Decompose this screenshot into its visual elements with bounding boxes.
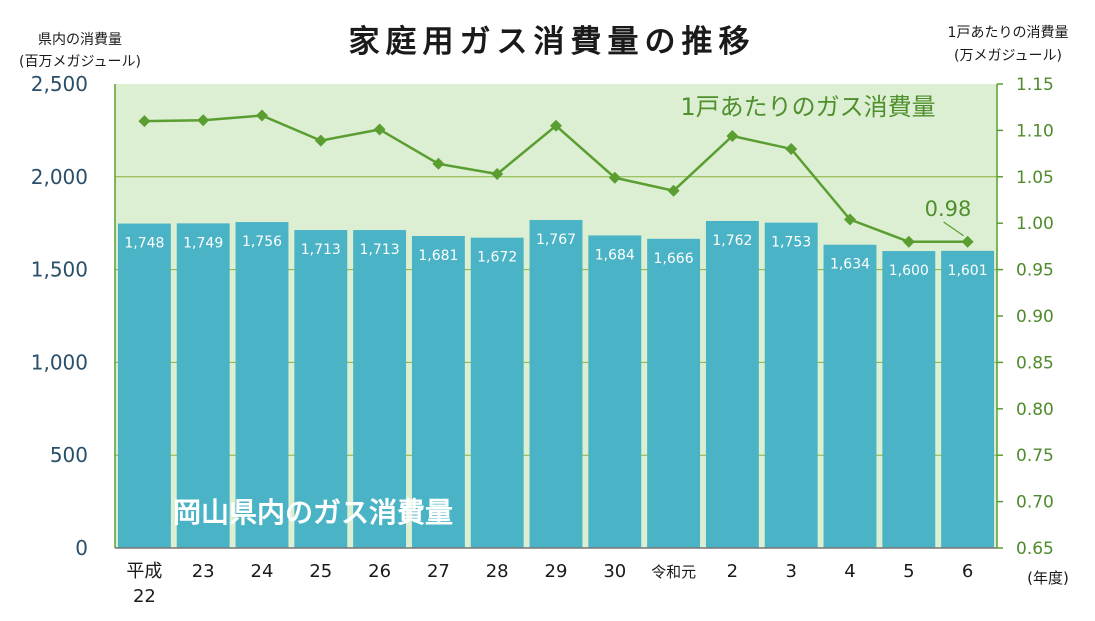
x-tick-label: 6	[962, 561, 973, 582]
bar	[882, 251, 936, 549]
line-point	[667, 184, 680, 197]
x-tick-label: 23	[192, 561, 215, 582]
x-tick-label: 27	[427, 561, 450, 582]
line-point	[314, 134, 327, 147]
bar	[353, 230, 407, 548]
x-tick-label: 25	[309, 561, 332, 582]
line-point	[961, 235, 974, 248]
line-series-name: 1戸あたりのガス消費量	[680, 93, 935, 121]
callout-label: 0.98	[925, 197, 972, 221]
bar	[294, 230, 348, 548]
right-axis-tick-label: 1.00	[1016, 214, 1054, 234]
bar	[588, 235, 642, 549]
right-axis-tick-label: 1.05	[1016, 168, 1054, 188]
left-axis-tick-label: 1,000	[31, 350, 88, 374]
line-point	[432, 157, 445, 170]
left-axis-tick-label: 2,500	[31, 72, 88, 96]
right-axis-label-line2: (万メガジュール)	[954, 48, 1062, 64]
x-tick-label: 30	[603, 561, 626, 582]
right-axis-label-line1: 1戸あたりの消費量	[948, 25, 1069, 41]
right-axis-tick-label: 0.85	[1016, 353, 1054, 373]
line-point	[138, 115, 151, 128]
bar	[176, 223, 230, 548]
bar-value-label: 1,753	[771, 235, 811, 251]
bar-series-name: 岡山県内のガス消費量	[173, 496, 453, 529]
left-axis-label-line1: 県内の消費量	[38, 32, 122, 48]
bar-value-label: 1,634	[830, 257, 870, 273]
bar-value-label: 1,713	[360, 242, 400, 258]
line-point	[491, 168, 504, 181]
x-tick-label: 24	[251, 561, 274, 582]
bar-value-label: 1,681	[418, 248, 458, 264]
left-axis-label-line2: (百万メガジュール)	[19, 54, 141, 70]
right-axis-tick-label: 1.10	[1016, 121, 1054, 141]
x-tick-label: 5	[903, 561, 914, 582]
x-tick-label: 3	[785, 561, 796, 582]
bar-value-label: 1,684	[595, 247, 635, 263]
chart-title: 家庭用ガス消費量の推移	[349, 24, 756, 60]
line-point	[902, 235, 915, 248]
line-point	[844, 213, 856, 226]
left-axis-tick-label: 1,500	[31, 258, 88, 282]
bar-value-label: 1,666	[654, 251, 694, 267]
right-axis-tick-label: 0.90	[1016, 307, 1054, 327]
bar-value-label: 1,672	[477, 250, 517, 266]
right-axis-tick-label: 0.65	[1016, 539, 1054, 559]
right-axis-tick-label: 0.70	[1016, 493, 1054, 513]
bar-value-label: 1,601	[948, 263, 988, 279]
right-axis-tick-label: 0.95	[1016, 261, 1054, 281]
bar	[647, 238, 701, 548]
bar-value-label: 1,749	[183, 235, 223, 251]
bar	[235, 222, 289, 548]
x-tick-label-line2: 22	[133, 586, 156, 607]
x-unit-label: (年度)	[1027, 569, 1069, 587]
x-tick-label: 令和元	[651, 563, 696, 581]
line-point	[256, 109, 268, 122]
bar	[764, 222, 818, 549]
x-tick-label: 28	[486, 561, 509, 582]
x-tick-label: 2	[727, 561, 738, 582]
line-point	[197, 114, 210, 127]
bar	[117, 223, 171, 548]
bar-value-label: 1,748	[124, 236, 164, 252]
x-tick-label: 4	[844, 561, 855, 582]
left-axis-tick-label: 2,000	[31, 165, 88, 189]
right-axis-tick-label: 0.80	[1016, 400, 1054, 420]
bar	[941, 250, 995, 548]
x-tick-label: 平成	[126, 561, 162, 582]
line-point	[373, 123, 386, 136]
line-point	[550, 119, 562, 132]
bar	[823, 244, 877, 548]
bar	[470, 237, 524, 548]
line-point	[726, 129, 739, 142]
bar-value-label: 1,600	[889, 263, 929, 279]
x-tick-label: 29	[545, 561, 568, 582]
line-point	[608, 171, 621, 184]
bar-value-label: 1,756	[242, 234, 282, 250]
right-axis-tick-label: 1.15	[1016, 75, 1054, 95]
bar-value-label: 1,762	[712, 233, 752, 249]
bar-value-label: 1,767	[536, 232, 576, 248]
left-axis-tick-label: 500	[50, 443, 88, 467]
x-tick-label: 26	[368, 561, 391, 582]
right-axis-tick-label: 0.75	[1016, 446, 1054, 466]
bar	[411, 236, 465, 548]
line-point	[785, 142, 798, 155]
bar	[529, 220, 583, 548]
bar	[705, 220, 759, 549]
bar-value-label: 1,713	[301, 242, 341, 258]
left-axis-tick-label: 0	[75, 536, 88, 560]
callout-leader	[943, 221, 964, 237]
